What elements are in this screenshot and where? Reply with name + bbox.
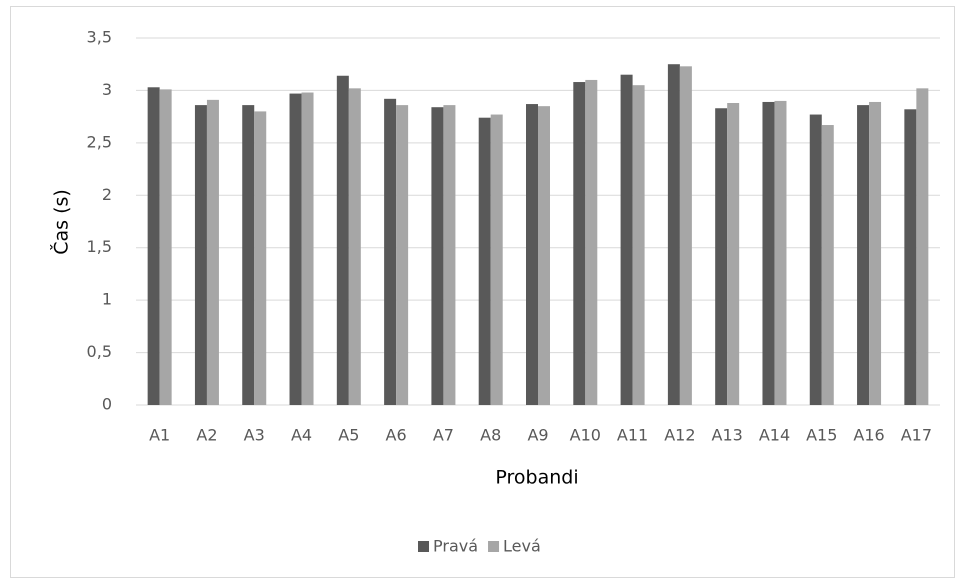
- x-tick-label: A12: [664, 426, 695, 445]
- bar: [159, 89, 172, 405]
- legend-swatch: [488, 541, 500, 552]
- y-tick-label: 0: [102, 395, 112, 414]
- bar: [478, 117, 491, 405]
- bar: [869, 101, 882, 405]
- bar: [396, 105, 409, 405]
- bar: [348, 88, 361, 406]
- x-tick-label: A16: [853, 426, 884, 445]
- bar: [431, 107, 444, 405]
- x-tick-label: A3: [244, 426, 265, 445]
- x-tick-label: A13: [712, 426, 743, 445]
- legend-swatch: [418, 541, 429, 552]
- legend-label: Pravá: [433, 537, 478, 556]
- bar: [762, 101, 775, 405]
- bar: [254, 111, 267, 406]
- x-tick-label: A7: [433, 426, 454, 445]
- bar: [194, 105, 207, 405]
- bar: [632, 85, 645, 405]
- bar: [206, 99, 219, 405]
- x-tick-label: A5: [338, 426, 359, 445]
- x-tick-label: A14: [759, 426, 790, 445]
- bar: [573, 82, 586, 405]
- x-axis-title: Probandi: [495, 467, 578, 489]
- x-tick-label: A1: [149, 426, 170, 445]
- x-tick-label: A4: [291, 426, 312, 445]
- bar: [147, 87, 160, 405]
- bar: [490, 114, 503, 405]
- x-tick-label: A6: [386, 426, 407, 445]
- x-tick-label: A17: [901, 426, 932, 445]
- y-tick-label: 1,5: [87, 237, 112, 256]
- y-tick-label: 2,5: [87, 132, 112, 151]
- bar: [384, 98, 397, 406]
- bar: [904, 109, 917, 405]
- y-tick-label: 2: [102, 185, 112, 204]
- x-tick-label: A2: [196, 426, 217, 445]
- y-tick-label: 3: [102, 80, 112, 99]
- bar: [774, 100, 787, 406]
- bar: [821, 125, 834, 405]
- bar: [916, 88, 929, 406]
- bar: [443, 105, 456, 405]
- y-tick-label: 0,5: [87, 342, 112, 361]
- y-tick-label: 1: [102, 290, 112, 309]
- bar: [679, 66, 692, 405]
- x-tick-label: A11: [617, 426, 648, 445]
- bar: [715, 108, 728, 406]
- x-tick-label: A9: [527, 426, 548, 445]
- bar: [727, 103, 740, 406]
- bar: [620, 74, 633, 405]
- bar: [336, 75, 349, 406]
- bar: [526, 104, 538, 405]
- legend-label: Levá: [503, 537, 541, 556]
- bar: [301, 92, 314, 406]
- bar: [585, 79, 598, 405]
- x-tick-label: A10: [570, 426, 601, 445]
- bar: [667, 64, 680, 405]
- x-tick-label: A8: [480, 426, 501, 445]
- bar: [289, 93, 302, 406]
- bar: [857, 105, 870, 405]
- x-tick-label: A15: [806, 426, 837, 445]
- bar: [242, 105, 255, 405]
- y-axis-title: Čas (s): [49, 189, 73, 255]
- bar: [809, 114, 822, 405]
- y-tick-label: 3,5: [87, 28, 112, 47]
- bar: [538, 106, 550, 406]
